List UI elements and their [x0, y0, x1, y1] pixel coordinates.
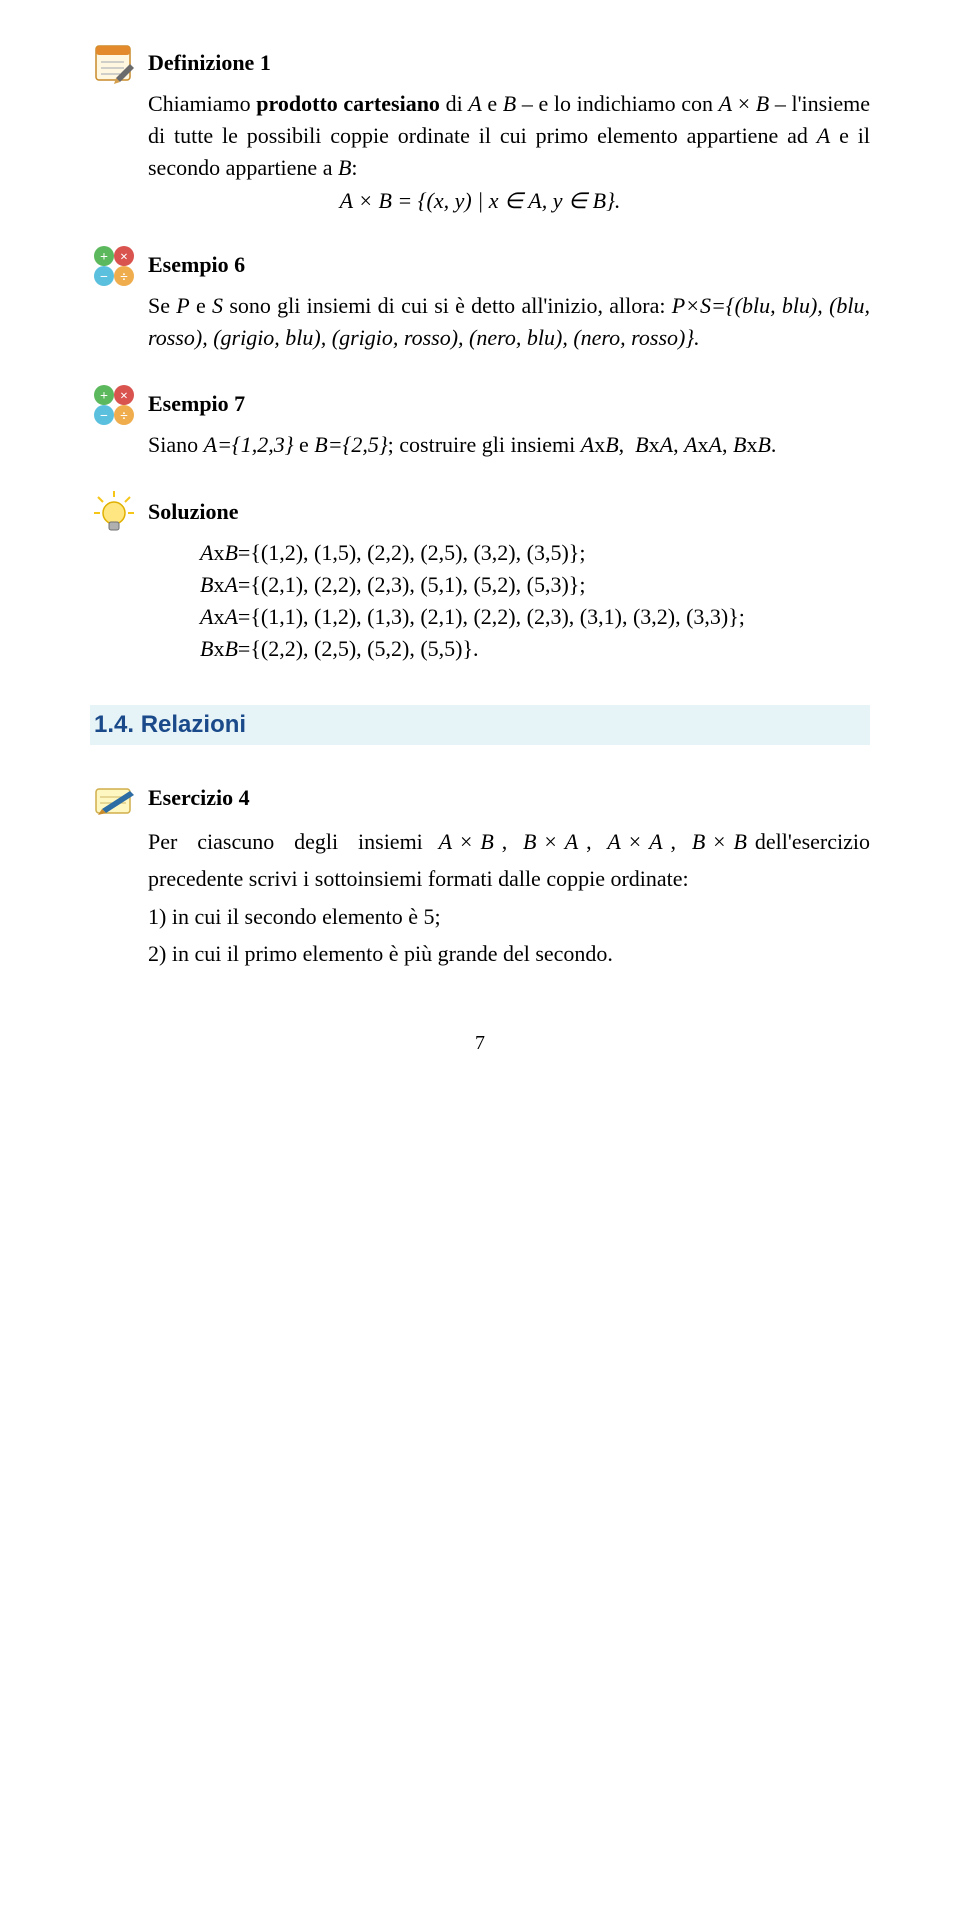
svg-text:+: +: [100, 389, 108, 404]
example-6-body: Se P e S sono gli insiemi di cui si è de…: [148, 290, 870, 354]
section-heading: 1.4. Relazioni: [90, 705, 870, 745]
notepad-icon: [90, 40, 138, 88]
svg-text:−: −: [100, 409, 108, 424]
definition-block: Definizione 1 Chiamiamo prodotto cartesi…: [90, 40, 870, 214]
exercise-4-line1: Per ciascuno degli insiemi A × B , B × A…: [148, 823, 870, 898]
solution-heading-row: Soluzione: [90, 489, 870, 537]
exercise-4-item1: 1) in cui il secondo elemento è 5;: [148, 898, 870, 935]
exercise-4-heading-row: Esercizio 4: [90, 775, 870, 823]
svg-text:×: ×: [120, 250, 128, 265]
exercise-4-title: Esercizio 4: [148, 775, 250, 811]
solution-title: Soluzione: [148, 489, 238, 525]
svg-text:×: ×: [120, 389, 128, 404]
document-page: Definizione 1 Chiamiamo prodotto cartesi…: [0, 0, 960, 1115]
solution-line-1: AxB={(1,2), (1,5), (2,2), (2,5), (3,2), …: [200, 537, 870, 569]
lightbulb-icon: [90, 489, 138, 537]
solution-line-4: BxB={(2,2), (2,5), (5,2), (5,5)}.: [200, 633, 870, 665]
definition-heading-row: Definizione 1: [90, 40, 870, 88]
example-7-title: Esempio 7: [148, 381, 245, 417]
ex7-pre: Siano: [148, 432, 204, 457]
exercise-4-body: Per ciascuno degli insiemi A × B , B × A…: [148, 823, 870, 973]
example-6-heading-row: + × − ÷ Esempio 6: [90, 242, 870, 290]
example-7-heading-row: + × − ÷ Esempio 7: [90, 381, 870, 429]
svg-text:−: −: [100, 270, 108, 285]
svg-text:÷: ÷: [120, 409, 128, 424]
example-6-title: Esempio 6: [148, 242, 245, 278]
example-7-body: Siano A={1,2,3} e B={2,5}; costruire gli…: [108, 429, 870, 461]
svg-text:÷: ÷: [120, 270, 128, 285]
note-pencil-icon: [90, 775, 138, 823]
ex7-mid: e: [294, 432, 315, 457]
exercise-4-block: Esercizio 4 Per ciascuno degli insiemi A…: [90, 775, 870, 973]
exercise-4-item2: 2) in cui il primo elemento è più grande…: [148, 935, 870, 972]
ex7-set-a: A={1,2,3}: [204, 432, 294, 457]
solution-line-3: AxA={(1,1), (1,2), (1,3), (2,1), (2,2), …: [200, 601, 870, 633]
definition-body: Chiamiamo prodotto cartesiano di A e B –…: [148, 88, 870, 184]
page-number: 7: [90, 1032, 870, 1055]
math-ops-icon: + × − ÷: [90, 242, 138, 290]
example-7-block: + × − ÷ Esempio 7 Siano A={1,2,3} e B={2…: [90, 381, 870, 461]
solution-lines: AxB={(1,2), (1,5), (2,2), (2,5), (3,2), …: [200, 537, 870, 665]
solution-line-2: BxA={(2,1), (2,2), (2,3), (5,1), (5,2), …: [200, 569, 870, 601]
solution-block: Soluzione AxB={(1,2), (1,5), (2,2), (2,5…: [90, 489, 870, 665]
definition-title: Definizione 1: [148, 40, 271, 76]
example-6-block: + × − ÷ Esempio 6 Se P e S sono gli insi…: [90, 242, 870, 354]
svg-text:+: +: [100, 250, 108, 265]
math-ops-icon: + × − ÷: [90, 381, 138, 429]
definition-formula: A × B = {(x, y) | x ∈ A, y ∈ B}.: [90, 188, 870, 214]
ex7-set-b: B={2,5}: [314, 432, 387, 457]
